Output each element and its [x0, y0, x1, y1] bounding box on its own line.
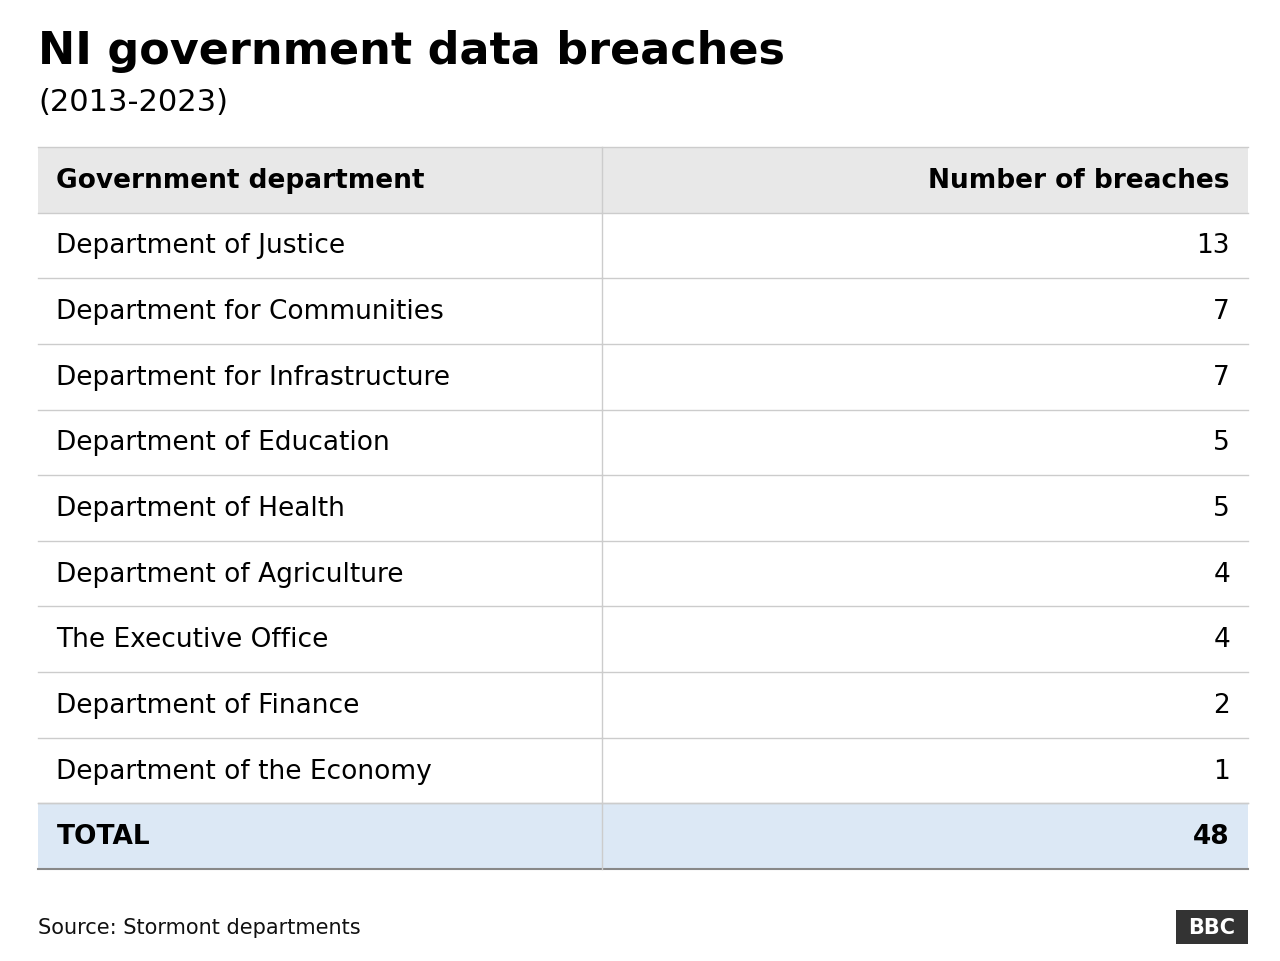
Text: BBC: BBC	[1189, 917, 1235, 937]
Bar	[38, 738, 1248, 803]
Text: Department for Communities: Department for Communities	[56, 299, 444, 325]
Bar	[38, 476, 1248, 541]
Bar	[38, 213, 1248, 279]
Text: Government department: Government department	[56, 167, 425, 193]
Text: Department of the Economy: Department of the Economy	[56, 758, 433, 784]
Text: (2013-2023): (2013-2023)	[38, 87, 228, 117]
Text: 7: 7	[1213, 299, 1230, 325]
Text: Department of Finance: Department of Finance	[56, 692, 360, 718]
Text: TOTAL: TOTAL	[56, 824, 150, 850]
Bar	[38, 541, 1248, 606]
Text: Number of breaches: Number of breaches	[928, 167, 1230, 193]
Text: Department of Education: Department of Education	[56, 430, 390, 456]
Text: 1: 1	[1213, 758, 1230, 784]
Text: NI government data breaches: NI government data breaches	[38, 30, 786, 73]
Text: 5: 5	[1213, 496, 1230, 522]
Bar	[38, 279, 1248, 345]
Text: 7: 7	[1213, 364, 1230, 390]
Text: 48: 48	[1193, 824, 1230, 850]
Text: Source: Stormont departments: Source: Stormont departments	[38, 917, 361, 937]
Text: Department for Infrastructure: Department for Infrastructure	[56, 364, 451, 390]
Bar	[38, 410, 1248, 476]
Text: 13: 13	[1197, 234, 1230, 259]
Text: 4: 4	[1213, 561, 1230, 587]
Bar	[38, 606, 1248, 673]
Text: Department of Health: Department of Health	[56, 496, 346, 522]
Text: 2: 2	[1213, 692, 1230, 718]
Text: 4: 4	[1213, 627, 1230, 653]
Bar	[1176, 910, 1248, 944]
Text: Department of Agriculture: Department of Agriculture	[56, 561, 404, 587]
Text: 5: 5	[1213, 430, 1230, 456]
Bar	[38, 345, 1248, 410]
Bar	[38, 148, 1248, 213]
Text: Department of Justice: Department of Justice	[56, 234, 346, 259]
Text: The Executive Office: The Executive Office	[56, 627, 329, 653]
Bar	[38, 673, 1248, 738]
Bar	[38, 803, 1248, 869]
